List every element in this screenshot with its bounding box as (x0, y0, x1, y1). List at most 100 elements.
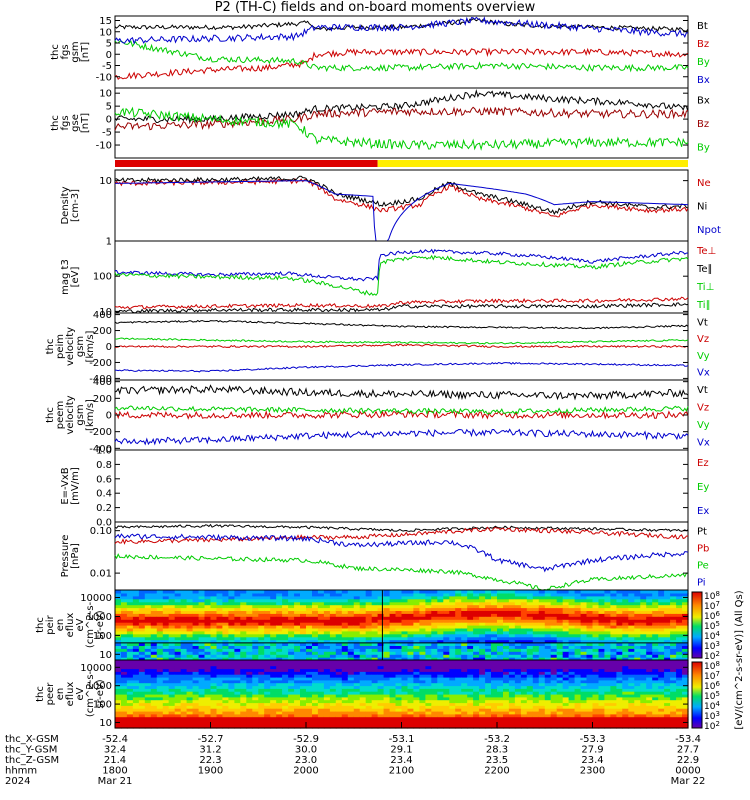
spectrogram-cell (670, 654, 677, 658)
spectrogram-cell (431, 699, 438, 704)
spectrogram-cell (174, 657, 182, 661)
spectrogram-cell (353, 625, 361, 629)
spectrogram-cell (491, 645, 498, 649)
spectrogram-cell (610, 633, 617, 638)
spectrogram-cell (144, 696, 152, 701)
spectrogram-cell (383, 619, 391, 623)
spectrogram-cell (491, 699, 498, 704)
spectrogram-cell (550, 662, 558, 667)
spectrogram-cell (138, 668, 146, 672)
spectrogram-cell (443, 619, 450, 623)
spectrogram-cell (407, 607, 415, 611)
spectrogram-cell (341, 657, 349, 661)
spectrogram-cell (174, 674, 182, 678)
spectrogram-cell (461, 616, 468, 620)
spectrogram-cell (568, 642, 576, 646)
spectrogram-cell (401, 607, 409, 611)
orbit-row-value: 23.4 (581, 755, 603, 766)
spectrogram-cell (401, 665, 409, 670)
spectrogram-cell (592, 677, 600, 681)
spectrogram-cell (664, 696, 671, 701)
spectrogram-cell (586, 716, 594, 721)
spectrogram-cell (121, 660, 128, 664)
spectrogram-cell (574, 702, 582, 706)
spectrogram-cell (306, 630, 313, 635)
spectrogram-cell (526, 679, 534, 684)
spectrogram-cell (652, 657, 659, 661)
spectrogram-cell (156, 604, 164, 609)
spectrogram-cell (514, 668, 522, 672)
spectrogram-cell (425, 639, 432, 644)
spectrogram-cell (228, 708, 235, 712)
spectrogram-cell (329, 610, 337, 614)
spectrogram-cell (544, 694, 552, 698)
spectrogram-cell (323, 665, 331, 670)
spectrogram-cell (329, 716, 337, 721)
spectrogram-cell (443, 719, 450, 723)
spectrogram-cell (598, 590, 606, 594)
spectrogram-cell (616, 677, 623, 681)
spectrogram-cell (377, 630, 385, 635)
spectrogram-cell (407, 590, 415, 594)
spectrogram-cell (598, 705, 606, 709)
spectrogram-cell (580, 660, 588, 664)
spectrogram-cell (473, 716, 480, 721)
spectrogram-cell (413, 685, 420, 689)
spectrogram-cell (562, 694, 570, 698)
spectrogram-cell (377, 668, 385, 672)
spectrogram-cell (156, 592, 164, 597)
spectrogram-cell (616, 694, 623, 698)
spectrogram-cell (622, 694, 629, 698)
y-tick-label: 10000 (80, 663, 112, 674)
spectrogram-cell (461, 694, 468, 698)
spectrogram-cell (168, 610, 176, 614)
spectrogram-cell (401, 645, 409, 649)
spectrogram-cell (329, 674, 337, 678)
spectrogram-cell (246, 610, 253, 614)
spectrogram-cell (586, 654, 594, 658)
spectrogram-cell (544, 598, 552, 603)
spectrogram-cell (449, 725, 456, 729)
spectrogram-cell (473, 665, 480, 670)
spectrogram-cell (431, 607, 438, 611)
spectrogram-cell (449, 711, 456, 715)
spectrogram-cell (222, 622, 229, 626)
spectrogram-cell (574, 648, 582, 652)
spectrogram-cell (455, 668, 462, 672)
spectrogram-cell (598, 610, 606, 614)
spectrogram-cell (461, 654, 468, 658)
spectrogram-cell (240, 604, 247, 609)
spectrogram-cell (658, 633, 665, 638)
spectrogram-cell (461, 719, 468, 723)
spectrogram-cell (419, 657, 426, 661)
spectrogram-cell (210, 691, 218, 695)
spectrogram-cell (532, 610, 540, 614)
spectrogram-cell (270, 711, 277, 715)
spectrogram-cell (526, 682, 534, 687)
spectrogram-cell (592, 671, 600, 675)
spectrogram-cell (294, 601, 301, 606)
spectrogram-cell (228, 682, 235, 687)
spectrogram-cell (580, 630, 588, 635)
spectrogram-cell (550, 719, 558, 723)
spectrogram-cell (508, 679, 516, 684)
spectrogram-cell (126, 657, 134, 661)
spectrogram-cell (371, 679, 379, 684)
spectrogram-cell (449, 630, 456, 635)
spectrogram-cell (532, 604, 540, 609)
spectrogram-cell (192, 627, 200, 632)
spectrogram-cell (126, 601, 134, 606)
y-axis-label-line: thc (50, 44, 61, 60)
spectrogram-cell (210, 619, 218, 623)
spectrogram-cell (574, 630, 582, 635)
spectrogram-cell (455, 595, 462, 600)
spectrogram-cell (508, 699, 516, 704)
spectrogram-cell (144, 639, 152, 644)
spectrogram-cell (658, 671, 665, 675)
spectrogram-cell (616, 725, 623, 729)
spectrogram-cell (592, 639, 600, 644)
spectrogram-cell (580, 642, 588, 646)
spectrogram-cell (234, 716, 241, 721)
spectrogram-cell (300, 719, 307, 723)
spectrogram-cell (497, 619, 504, 623)
